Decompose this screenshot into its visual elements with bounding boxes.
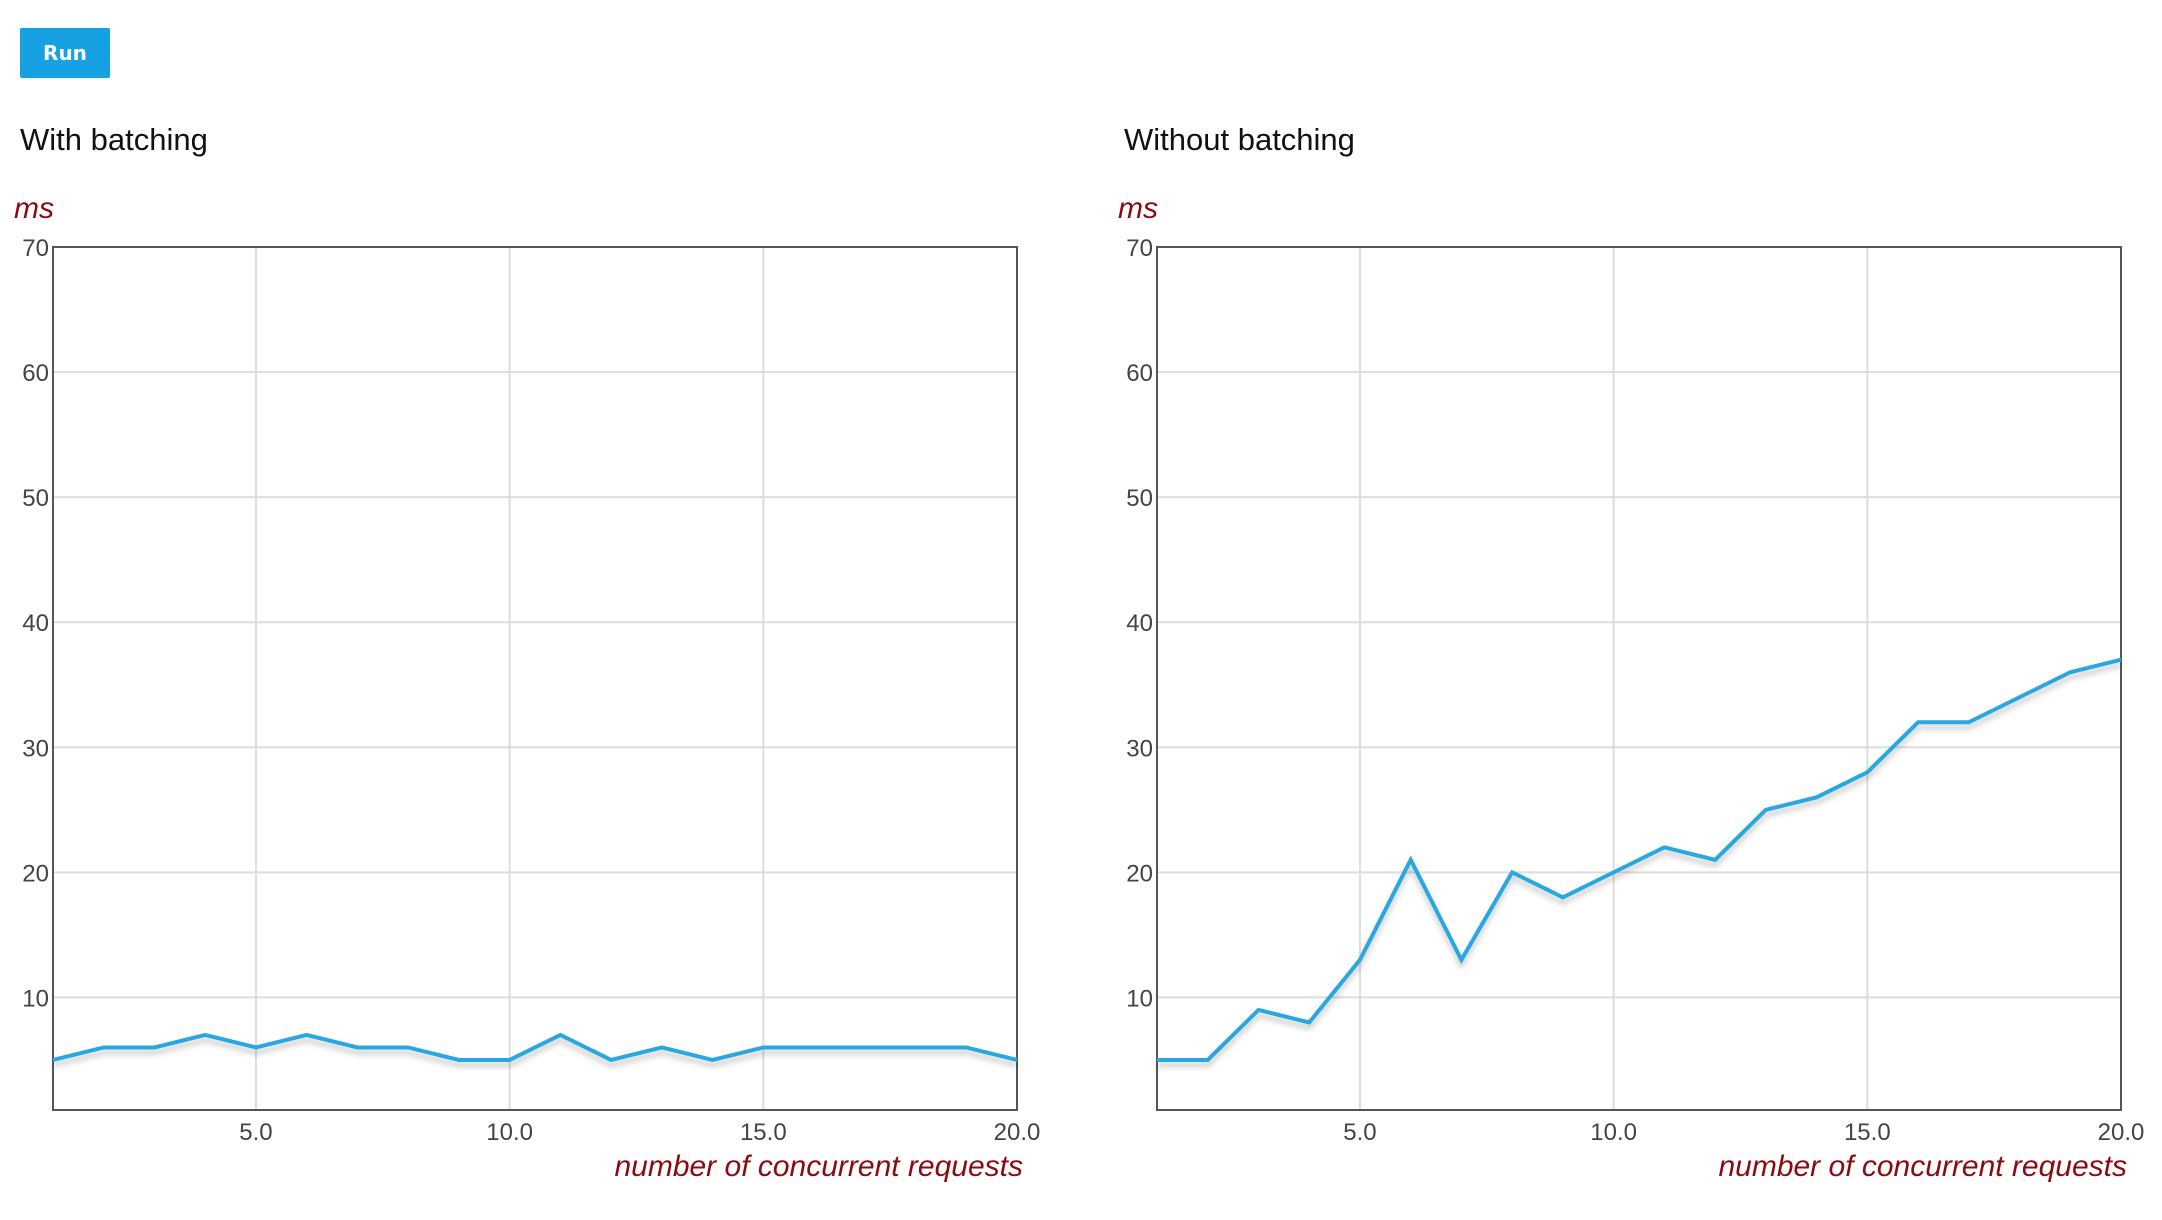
series-line (1157, 657, 2122, 1062)
data-point (1561, 895, 1565, 899)
y-tick-label: 60 (22, 360, 49, 387)
data-point (1358, 958, 1362, 962)
data-point (51, 1058, 55, 1062)
data-point (2018, 695, 2022, 699)
data-point (305, 1033, 309, 1037)
x-tick-label: 20.0 (994, 1119, 1041, 1146)
data-point (711, 1058, 715, 1062)
data-point (558, 1033, 562, 1037)
data-point (1015, 1058, 1019, 1062)
grid (53, 246, 1018, 1110)
data-point (1155, 1058, 1159, 1062)
y-axis-label: ms (14, 192, 54, 225)
y-tick-label: 30 (1126, 735, 1153, 762)
x-tick-label: 10.0 (1590, 1119, 1637, 1146)
x-axis-label: number of concurrent requests (1718, 1150, 2127, 1183)
data-point (508, 1058, 512, 1062)
x-tick-label: 15.0 (740, 1119, 787, 1146)
data-point (355, 1045, 359, 1049)
plot-frame (1156, 246, 2122, 1111)
data-point (457, 1058, 461, 1062)
x-tick-label: 15.0 (1844, 1119, 1891, 1146)
x-tick-label: 5.0 (1343, 1119, 1376, 1146)
data-point (863, 1045, 867, 1049)
y-tick-label: 20 (1126, 860, 1153, 887)
y-tick-label: 40 (22, 610, 49, 637)
chart-with-batching: 10 20 30 40 50 60 70 5.0 10.0 15.0 20.0 ms number of… (14, 192, 1041, 1183)
y-tick-label: 30 (22, 735, 49, 762)
y-tick-label: 60 (1126, 360, 1153, 387)
x-tick-label: 20.0 (2098, 1119, 2145, 1146)
data-point (761, 1045, 765, 1049)
x-tick-label: 10.0 (486, 1119, 533, 1146)
data-point (254, 1045, 258, 1049)
data-point (1662, 845, 1666, 849)
data-point (1713, 858, 1717, 862)
y-tick-label: 10 (1126, 985, 1153, 1012)
x-tick-label: 5.0 (239, 1119, 272, 1146)
y-tick-label: 70 (22, 235, 49, 262)
plot-frame (52, 246, 1018, 1111)
data-point (609, 1058, 613, 1062)
data-point (102, 1045, 106, 1049)
data-point (1510, 870, 1514, 874)
data-point (1815, 795, 1819, 799)
chart-without-batching: 10 20 30 40 50 60 70 5.0 10.0 15.0 20.0 ms number of… (1118, 192, 2145, 1183)
data-point (203, 1033, 207, 1037)
y-tick-label: 50 (22, 485, 49, 512)
data-point (812, 1045, 816, 1049)
data-point (964, 1045, 968, 1049)
grid (1157, 246, 2122, 1110)
data-point (2068, 670, 2072, 674)
data-point (1865, 770, 1869, 774)
data-point (1764, 808, 1768, 812)
chart-title-with-batching: With batching (20, 122, 208, 157)
y-tick-label: 10 (22, 985, 49, 1012)
data-point (1612, 870, 1616, 874)
data-point (1409, 858, 1413, 862)
data-point (406, 1045, 410, 1049)
chart-title-without-batching: Without batching (1124, 122, 1355, 157)
data-point (1206, 1058, 1210, 1062)
data-point (660, 1045, 664, 1049)
y-tick-label: 40 (1126, 610, 1153, 637)
y-tick-label: 50 (1126, 485, 1153, 512)
y-tick-label: 20 (22, 860, 49, 887)
run-button[interactable]: Run (20, 28, 110, 78)
data-point (914, 1045, 918, 1049)
data-point (152, 1045, 156, 1049)
data-point (2119, 658, 2123, 662)
data-point (1256, 1008, 1260, 1012)
data-point (1967, 720, 1971, 724)
x-axis-label: number of concurrent requests (614, 1150, 1023, 1183)
data-point (1916, 720, 1920, 724)
y-tick-label: 70 (1126, 235, 1153, 262)
y-axis-label: ms (1118, 192, 1158, 225)
data-point (1459, 958, 1463, 962)
data-point (1307, 1020, 1311, 1024)
series-line (52, 1032, 1018, 1063)
